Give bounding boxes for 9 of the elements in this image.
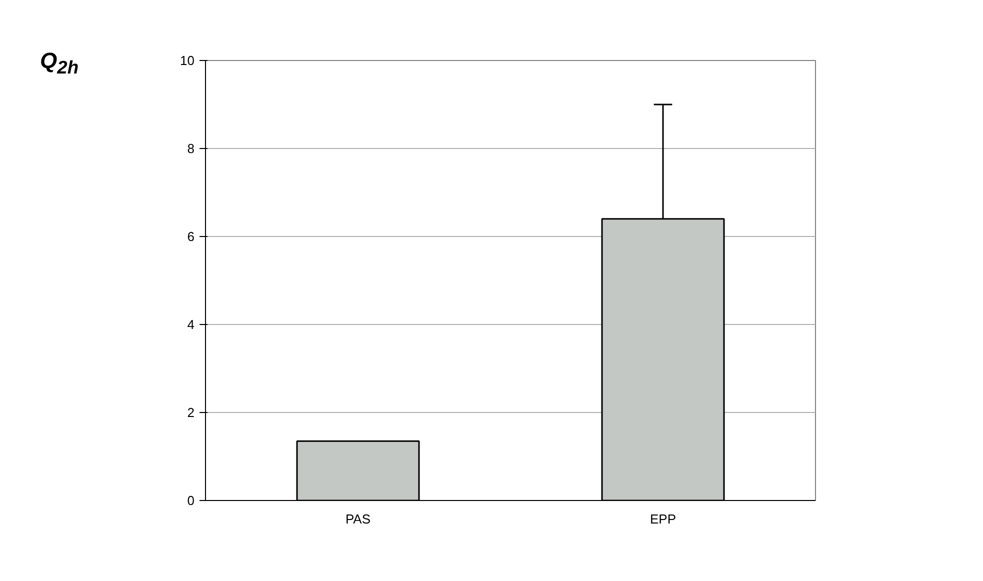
y-tick-label: 10 [180,53,195,68]
y-tick-label: 2 [187,405,195,420]
y-tick-label: 4 [187,317,195,332]
y-tick-label: 8 [187,141,195,156]
x-tick-label: EPP [650,512,676,526]
y-axis-title: Q$_{2h}$ [40,47,79,80]
x-tick-label: PAS [345,512,371,526]
y-tick-label: 6 [187,229,195,244]
y-tick-label: 0 [187,493,195,508]
